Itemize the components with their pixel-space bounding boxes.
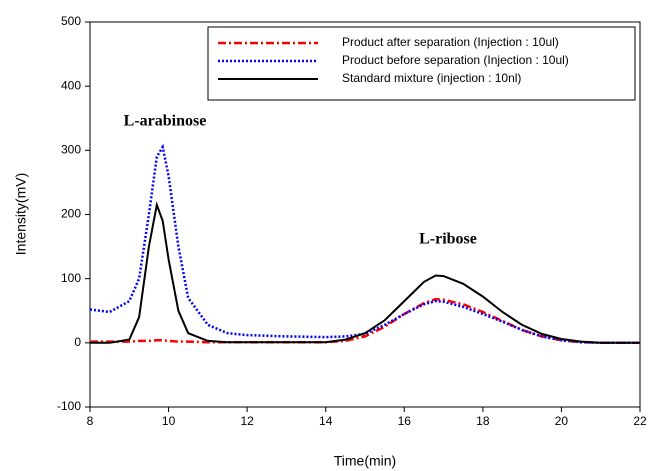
y-tick-label: 200	[61, 207, 81, 221]
x-axis-label: Time(min)	[334, 453, 396, 469]
y-axis-label: Intensity(mV)	[13, 173, 29, 255]
x-tick-label: 14	[319, 414, 333, 428]
y-tick-label: -100	[57, 399, 81, 413]
x-tick-label: 8	[87, 414, 94, 428]
x-tick-label: 12	[240, 414, 254, 428]
y-tick-label: 100	[61, 271, 81, 285]
x-tick-label: 16	[398, 414, 412, 428]
series-line	[89, 143, 640, 345]
x-tick-label: 18	[476, 414, 490, 428]
series-line	[90, 201, 640, 344]
annotation: L-arabinose	[124, 113, 207, 130]
x-tick-label: 22	[633, 414, 647, 428]
x-tick-label: 10	[162, 414, 176, 428]
x-tick-label: 20	[555, 414, 569, 428]
y-tick-label: 500	[61, 14, 81, 28]
series-line	[90, 297, 640, 345]
y-tick-label: 300	[61, 143, 81, 157]
legend-label: Standard mixture (injection : 10nl)	[342, 71, 521, 85]
annotation: L-ribose	[419, 231, 477, 248]
legend-box	[207, 26, 636, 101]
legend-label: Product before separation (Injection : 1…	[342, 53, 569, 67]
y-tick-label: 0	[74, 335, 81, 349]
legend-label: Product after separation (Injection : 10…	[342, 35, 559, 49]
y-tick-label: 400	[61, 78, 81, 92]
